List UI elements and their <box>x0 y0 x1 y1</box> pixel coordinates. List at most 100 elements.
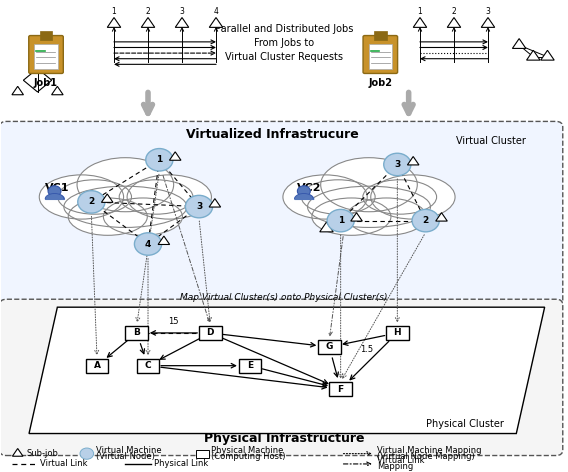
Text: 2: 2 <box>88 197 94 206</box>
Polygon shape <box>107 17 121 27</box>
Circle shape <box>384 153 411 176</box>
Text: 2: 2 <box>423 216 429 225</box>
Text: 15: 15 <box>168 317 179 326</box>
Ellipse shape <box>39 175 124 219</box>
Circle shape <box>412 210 439 232</box>
Bar <box>196 450 208 458</box>
Text: G: G <box>325 343 333 352</box>
Ellipse shape <box>68 198 147 236</box>
Bar <box>318 340 341 354</box>
Circle shape <box>78 191 105 213</box>
Bar <box>199 326 222 340</box>
Text: Sub-job: Sub-job <box>26 449 58 458</box>
Bar <box>386 326 408 340</box>
Polygon shape <box>102 194 113 202</box>
Text: 1: 1 <box>337 216 344 225</box>
Ellipse shape <box>371 175 455 219</box>
Polygon shape <box>176 17 189 27</box>
Text: 2: 2 <box>145 7 151 16</box>
Text: Virtual Cluster Requests: Virtual Cluster Requests <box>225 52 343 62</box>
Circle shape <box>48 186 61 196</box>
Polygon shape <box>141 17 154 27</box>
Polygon shape <box>209 199 220 207</box>
Polygon shape <box>320 222 333 232</box>
Text: E: E <box>247 361 253 370</box>
Text: Job1: Job1 <box>34 78 58 88</box>
Polygon shape <box>407 157 419 165</box>
Text: Job2: Job2 <box>368 78 392 88</box>
Text: Parallel and Distributed Jobs: Parallel and Distributed Jobs <box>215 24 353 34</box>
Text: 3: 3 <box>486 7 490 16</box>
Text: Physical Machine: Physical Machine <box>211 447 284 455</box>
FancyBboxPatch shape <box>0 299 563 455</box>
Ellipse shape <box>321 158 417 212</box>
Circle shape <box>80 448 94 459</box>
Text: 1: 1 <box>156 155 162 164</box>
Polygon shape <box>481 17 495 27</box>
Text: Physical Link: Physical Link <box>154 459 208 468</box>
Polygon shape <box>169 152 181 160</box>
Text: (Computing Host): (Computing Host) <box>211 452 286 461</box>
Text: 3: 3 <box>394 160 400 169</box>
Text: H: H <box>394 329 401 337</box>
Circle shape <box>298 186 310 196</box>
Ellipse shape <box>347 198 426 236</box>
Polygon shape <box>436 213 447 221</box>
Text: Virtual Cluster: Virtual Cluster <box>456 136 526 146</box>
Bar <box>137 359 160 373</box>
Bar <box>369 44 392 69</box>
Text: 1: 1 <box>417 7 423 16</box>
Polygon shape <box>52 86 63 95</box>
Text: Virtual Machine Mapping: Virtual Machine Mapping <box>378 447 482 455</box>
Ellipse shape <box>64 186 187 228</box>
Text: D: D <box>207 329 214 337</box>
Polygon shape <box>12 448 23 456</box>
Ellipse shape <box>119 180 193 214</box>
Text: A: A <box>94 361 101 370</box>
Text: 4: 4 <box>145 239 151 249</box>
Text: 1: 1 <box>112 7 116 16</box>
Ellipse shape <box>103 198 182 236</box>
Bar <box>374 31 387 40</box>
Text: C: C <box>145 361 151 370</box>
Text: 3: 3 <box>179 7 185 16</box>
Bar <box>40 31 52 40</box>
Ellipse shape <box>283 175 367 219</box>
Circle shape <box>135 233 162 255</box>
Ellipse shape <box>312 198 391 236</box>
Text: B: B <box>133 329 140 337</box>
FancyBboxPatch shape <box>0 121 563 306</box>
Text: VC2: VC2 <box>297 183 321 193</box>
Polygon shape <box>209 17 223 27</box>
Text: 4: 4 <box>214 7 219 16</box>
Text: Physical Infrastructure: Physical Infrastructure <box>204 432 364 445</box>
Text: F: F <box>337 385 344 394</box>
Text: VC1: VC1 <box>45 183 70 193</box>
Polygon shape <box>512 39 526 49</box>
Ellipse shape <box>127 175 211 219</box>
Text: Virtual Link: Virtual Link <box>378 456 425 465</box>
Polygon shape <box>541 51 554 60</box>
Text: Virtualized Infrastrucure: Virtualized Infrastrucure <box>186 127 359 141</box>
Text: Mapping: Mapping <box>378 462 414 471</box>
Text: (Virtual Node): (Virtual Node) <box>96 452 154 461</box>
Ellipse shape <box>302 180 375 214</box>
Polygon shape <box>351 213 362 221</box>
Bar <box>34 44 58 69</box>
Bar <box>329 382 352 396</box>
Text: 2: 2 <box>452 7 456 16</box>
Text: Physical Cluster: Physical Cluster <box>427 419 504 429</box>
Text: 3: 3 <box>196 202 202 211</box>
Bar <box>239 359 261 373</box>
Polygon shape <box>29 307 545 433</box>
Text: Map Virtual Cluster(s) onto Physical Cluster(s): Map Virtual Cluster(s) onto Physical Clu… <box>180 293 388 303</box>
Polygon shape <box>414 17 427 27</box>
Bar <box>126 326 148 340</box>
Text: 1.5: 1.5 <box>361 345 374 354</box>
Ellipse shape <box>77 158 174 212</box>
Circle shape <box>327 210 354 232</box>
Ellipse shape <box>58 180 132 214</box>
Polygon shape <box>447 17 461 27</box>
Text: Virtual Machine: Virtual Machine <box>96 447 161 455</box>
Text: From Jobs to: From Jobs to <box>254 38 314 48</box>
